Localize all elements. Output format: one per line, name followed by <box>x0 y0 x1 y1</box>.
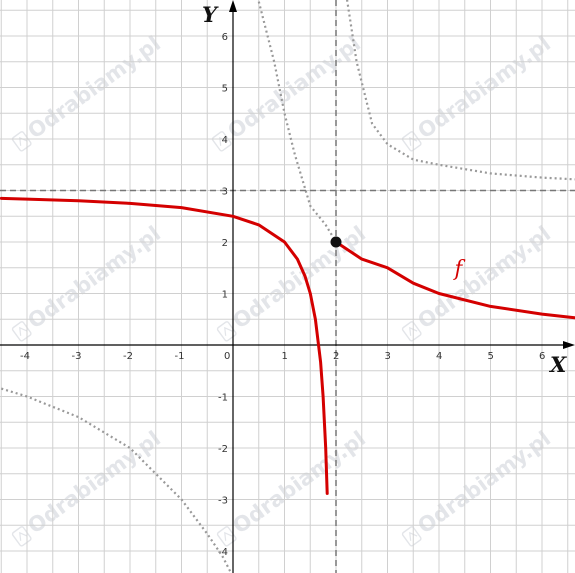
watermark-logo-icon <box>402 321 422 342</box>
y-tick-label: -2 <box>218 444 228 455</box>
y-tick-label: 5 <box>222 84 228 95</box>
x-tick-label: -3 <box>72 351 82 362</box>
watermark-text: Odrabiamy.pl <box>228 426 370 538</box>
y-axis-arrow-icon <box>229 0 237 12</box>
x-tick-label: 0 <box>224 351 230 362</box>
watermark-text: Odrabiamy.pl <box>23 221 165 333</box>
curve-dotted <box>1 389 233 573</box>
x-axis-label: X <box>548 352 567 377</box>
watermark: Odrabiamy.pl <box>209 31 365 154</box>
watermark: Odrabiamy.pl <box>399 221 555 344</box>
x-tick-labels: -4 -3 -2 -1 0 1 2 3 4 5 6 <box>20 351 545 362</box>
y-axis-label: Y <box>202 2 219 27</box>
x-tick-label: 4 <box>436 351 442 362</box>
y-tick-label: -3 <box>218 496 228 507</box>
watermark-text: Odrabiamy.pl <box>413 426 555 538</box>
watermark-text: Odrabiamy.pl <box>413 221 555 333</box>
watermark-logo-icon <box>217 321 237 342</box>
curve-f <box>1 198 327 493</box>
watermark: Odrabiamy.pl <box>214 426 370 549</box>
watermark: Odrabiamy.pl <box>9 426 165 549</box>
watermark-logo-icon <box>217 526 237 547</box>
x-tick-label: 1 <box>282 351 288 362</box>
watermark: Odrabiamy.pl <box>399 31 555 154</box>
watermark-logo-icon <box>12 321 32 342</box>
x-tick-label: -4 <box>20 351 30 362</box>
watermark-logo-icon <box>12 526 32 547</box>
y-tick-label: 3 <box>222 187 228 198</box>
y-tick-label: 6 <box>222 32 228 43</box>
watermark-logo-icon <box>402 131 422 152</box>
watermark: Odrabiamy.pl <box>214 221 370 344</box>
points <box>331 237 342 248</box>
x-tick-label: 2 <box>333 351 339 362</box>
watermark: Odrabiamy.pl <box>399 426 555 549</box>
watermark-logo-icon <box>12 131 32 152</box>
watermark-text: Odrabiamy.pl <box>228 221 370 333</box>
watermark-logo-icon <box>402 526 422 547</box>
watermark-text: Odrabiamy.pl <box>23 426 165 538</box>
x-tick-label: -2 <box>123 351 133 362</box>
x-axis-arrow-icon <box>563 341 575 349</box>
watermark: Odrabiamy.pl <box>9 31 165 154</box>
x-tick-label: 6 <box>539 351 545 362</box>
watermark: Odrabiamy.pl <box>9 221 165 344</box>
y-tick-label: 4 <box>222 135 228 146</box>
y-tick-label: 1 <box>222 290 228 301</box>
x-tick-label: 5 <box>488 351 494 362</box>
y-tick-label: -1 <box>218 393 228 404</box>
point <box>331 237 342 248</box>
x-tick-label: 3 <box>385 351 391 362</box>
x-tick-label: -1 <box>175 351 185 362</box>
watermark-layer: Odrabiamy.pl Odrabiamy.pl Odrabiamy.pl Odra… <box>9 31 555 549</box>
y-tick-label: 2 <box>222 238 228 249</box>
curve-dotted <box>259 2 336 242</box>
